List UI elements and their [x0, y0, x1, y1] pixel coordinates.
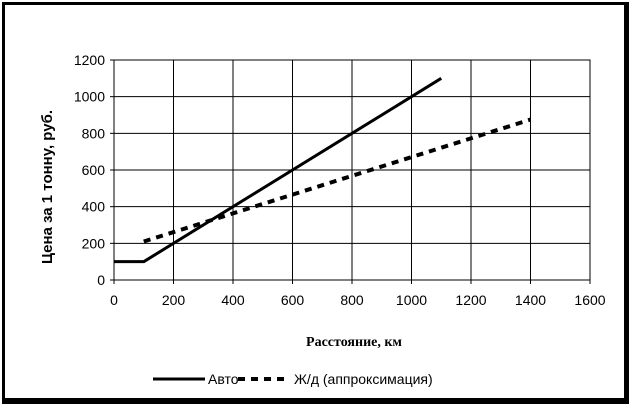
y-axis-label: Цена за 1 тонну, руб. [39, 110, 56, 264]
x-tick-label: 1600 [574, 292, 605, 308]
x-tick-label: 0 [110, 292, 118, 308]
y-tick-label: 200 [82, 235, 106, 251]
y-tick-label: 0 [97, 272, 105, 288]
series-layer [114, 77, 532, 264]
x-tick-label: 400 [221, 292, 245, 308]
y-tick-label: 1200 [74, 52, 105, 68]
x-tick-label: 1400 [515, 292, 546, 308]
grid [113, 59, 591, 281]
legend-label-rail: Ж/д (аппроксимация) [294, 371, 433, 387]
y-tick-label: 800 [82, 125, 106, 141]
legend: Авто Ж/д (аппроксимация) [153, 371, 433, 387]
x-tick-label: 1000 [396, 292, 427, 308]
x-axis-label: Расстояние, км [306, 335, 402, 350]
y-tick-label: 1000 [74, 89, 105, 105]
x-axis-ticks: 0 200 400 600 800 1000 1200 1400 1600 [110, 280, 606, 308]
series-line-auto [114, 77, 443, 264]
y-tick-label: 400 [82, 199, 106, 215]
x-tick-label: 1200 [455, 292, 486, 308]
legend-label-auto: Авто [208, 371, 239, 387]
x-tick-label: 200 [162, 292, 186, 308]
y-axis-ticks: 0 200 400 600 800 1000 1200 [74, 52, 114, 288]
series-line-rail [143, 117, 532, 244]
y-tick-label: 600 [82, 162, 106, 178]
x-tick-label: 600 [281, 292, 305, 308]
x-tick-label: 800 [340, 292, 364, 308]
